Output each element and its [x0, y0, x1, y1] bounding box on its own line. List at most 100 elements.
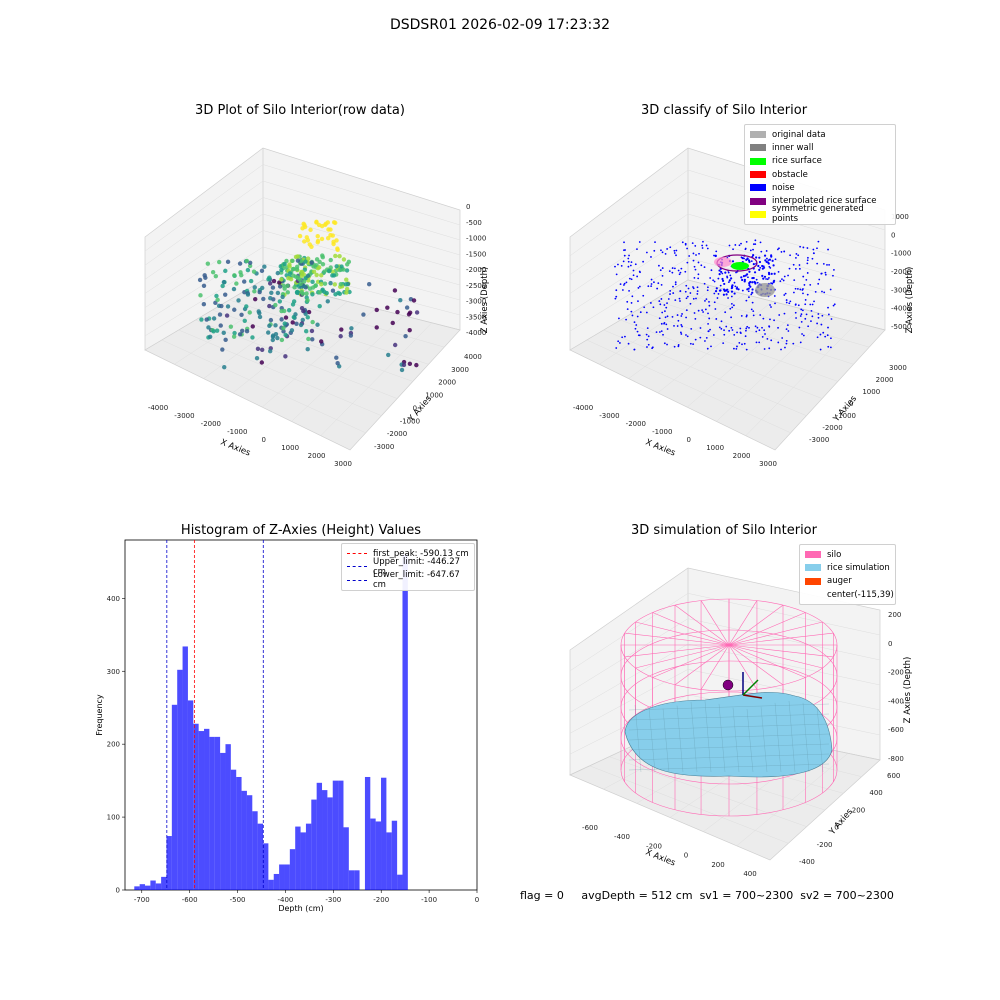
noise-point — [795, 317, 797, 319]
scatter-point — [328, 257, 333, 263]
histogram-x-tick: -500 — [230, 896, 246, 904]
noise-point — [768, 258, 772, 261]
noise-point — [763, 254, 767, 257]
noise-point — [702, 240, 704, 243]
scatter-point — [213, 274, 219, 279]
noise-point — [679, 300, 681, 302]
noise-point — [730, 287, 733, 290]
scatter-point — [299, 273, 305, 279]
noise-point — [694, 338, 697, 341]
scatter-point — [300, 270, 305, 275]
noise-point — [630, 261, 633, 264]
scatter-point — [314, 257, 320, 262]
noise-point — [785, 328, 788, 330]
scatter-point — [198, 293, 203, 298]
scatter-point — [301, 283, 306, 289]
noise-point — [730, 285, 734, 288]
noise-point — [676, 314, 679, 316]
scatter-point — [290, 266, 296, 272]
panel2-noise-points — [614, 239, 836, 351]
panel1-x-tick: -3000 — [174, 412, 194, 420]
noise-point — [619, 283, 622, 286]
panel2-y-tick: -2000 — [822, 424, 842, 432]
panel2-y-tick: -1000 — [836, 412, 856, 420]
scatter-point — [306, 309, 312, 315]
scatter-point — [294, 321, 299, 327]
noise-point — [728, 329, 731, 332]
noise-point — [727, 281, 730, 284]
noise-point — [637, 300, 639, 303]
scatter-point — [310, 337, 315, 342]
noise-point — [798, 264, 801, 266]
noise-point — [827, 248, 829, 251]
scatter-point — [308, 227, 313, 233]
noise-point — [780, 251, 783, 253]
histogram-x-tick: -400 — [277, 896, 293, 904]
noise-point — [634, 263, 637, 266]
panel4-z-tick: -800 — [888, 755, 904, 763]
noise-point — [770, 306, 772, 308]
scatter-point — [317, 303, 322, 309]
noise-point — [820, 272, 823, 275]
noise-point — [802, 292, 804, 295]
scatter-point — [315, 238, 321, 244]
noise-point — [752, 248, 754, 251]
noise-point — [766, 338, 769, 340]
scatter-point — [220, 283, 225, 289]
histogram-y-tick: 200 — [107, 741, 120, 749]
noise-point — [628, 289, 630, 292]
scatter-point — [314, 272, 319, 278]
noise-point — [765, 257, 768, 260]
noise-point — [689, 302, 692, 305]
scatter-point — [260, 285, 265, 291]
noise-point — [679, 290, 682, 292]
scatter-point — [305, 273, 311, 279]
noise-point — [730, 302, 733, 305]
noise-point — [793, 279, 796, 282]
noise-point — [832, 304, 835, 307]
histogram-bar — [343, 827, 349, 890]
panel1-x-tick: -4000 — [148, 404, 168, 412]
noise-point — [652, 306, 655, 309]
noise-point — [722, 288, 726, 291]
noise-point — [797, 254, 800, 257]
noise-point — [758, 256, 761, 259]
noise-point — [799, 288, 802, 291]
noise-point — [658, 317, 661, 320]
noise-point — [748, 283, 751, 287]
histogram-bar — [364, 776, 371, 890]
scatter-point — [267, 281, 273, 286]
scatter-point — [275, 335, 280, 341]
noise-point — [780, 348, 782, 351]
scatter-point — [223, 337, 228, 343]
noise-point — [723, 282, 726, 286]
noise-point — [686, 261, 689, 264]
histogram-x-tick: -700 — [134, 896, 150, 904]
noise-point — [752, 314, 755, 317]
scatter-point — [328, 280, 333, 286]
scatter-point — [338, 334, 343, 339]
noise-point — [769, 318, 771, 321]
panel4-3d-plot: -600 -400 -200 0 200 400 -400 -200 0 200 400 600 2… — [569, 567, 913, 878]
histogram-bar — [182, 646, 188, 890]
noise-point — [625, 318, 627, 321]
noise-point — [666, 343, 668, 346]
noise-point — [622, 260, 625, 263]
noise-point — [816, 247, 818, 250]
panel4-y-tick: 600 — [887, 772, 900, 780]
panel3-histogram: -700 -600 -500 -400 -300 -200 -100 0 0 100 200 300… — [95, 539, 479, 913]
scatter-point — [303, 259, 308, 264]
noise-point — [795, 253, 798, 255]
noise-point — [627, 265, 630, 268]
scatter-point — [211, 329, 216, 334]
scatter-point — [325, 235, 331, 241]
noise-point — [725, 325, 728, 328]
noise-point — [830, 337, 832, 340]
histogram-bar — [311, 799, 317, 890]
noise-point — [662, 333, 664, 336]
noise-point — [660, 322, 663, 325]
panel1-y-tick: -1000 — [400, 417, 420, 425]
panel4-ylabel: Y Axies — [827, 807, 855, 838]
histogram-bar — [289, 849, 296, 890]
scatter-point — [275, 290, 281, 296]
